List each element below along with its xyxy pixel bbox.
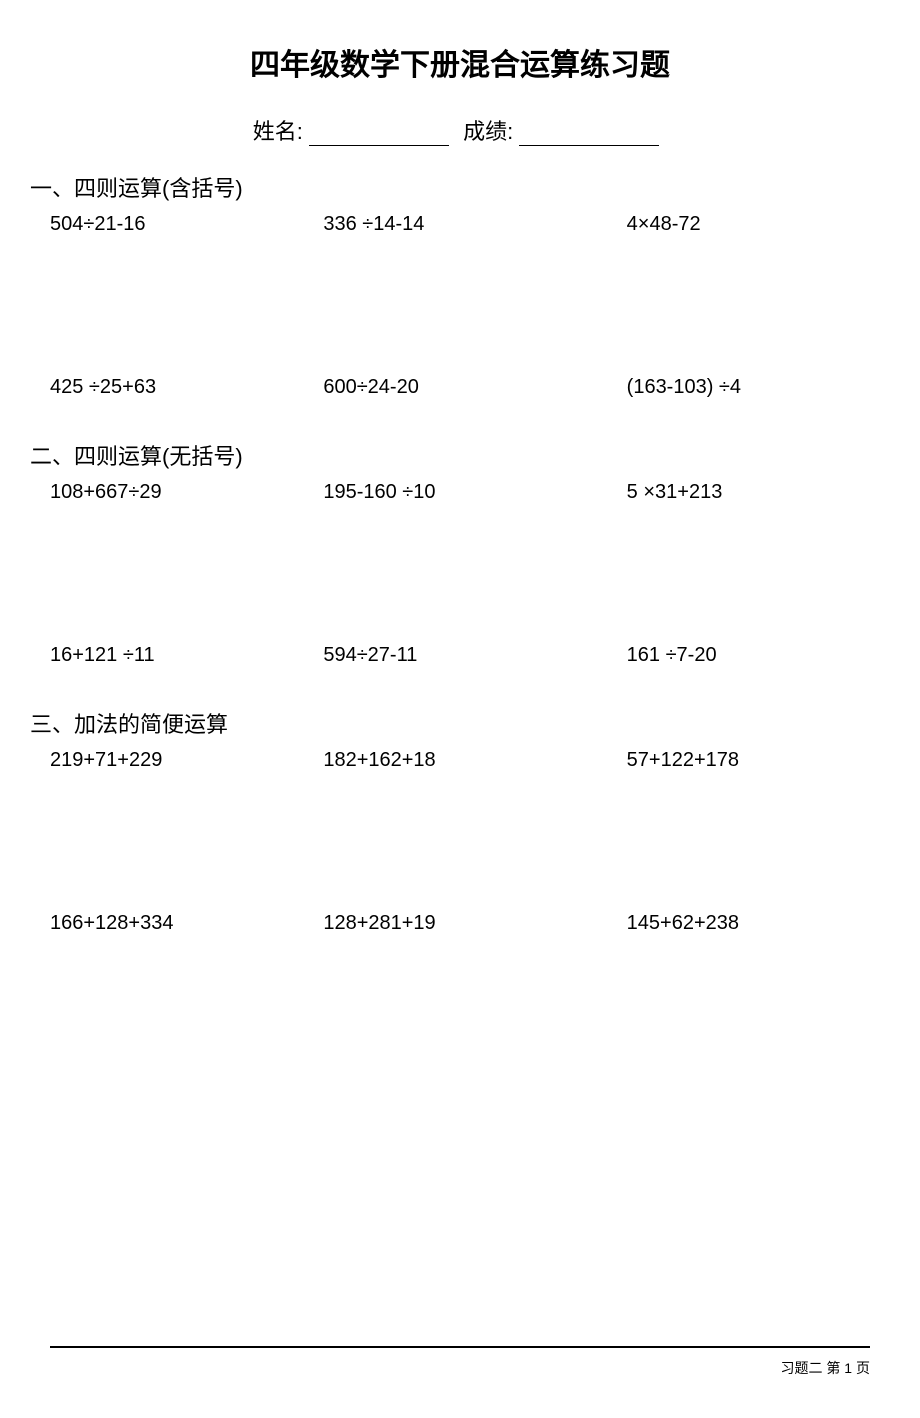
problem: 182+162+18: [293, 749, 566, 772]
problem: (163-103) ÷4: [567, 376, 870, 399]
problem: 57+122+178: [567, 749, 870, 772]
problem: 16+121 ÷11: [50, 644, 293, 667]
footer-text: 习题二 第 1 页: [781, 1360, 870, 1376]
name-label: 姓名:: [253, 119, 303, 144]
problem: 195-160 ÷10: [293, 481, 566, 504]
section-2-row-1: 108+667÷29 195-160 ÷10 5 ×31+213: [50, 481, 870, 504]
student-info-row: 姓名: 成绩:: [50, 114, 870, 146]
section-3: 三、加法的简便运算 219+71+229 182+162+18 57+122+1…: [50, 707, 870, 935]
section-2-row-2: 16+121 ÷11 594÷27-11 161 ÷7-20: [50, 644, 870, 667]
problem: 4×48-72: [567, 213, 870, 236]
section-3-row-2: 166+128+334 128+281+19 145+62+238: [50, 912, 870, 935]
problem: 600÷24-20: [293, 376, 566, 399]
problem: 145+62+238: [567, 912, 870, 935]
problem: 128+281+19: [293, 912, 566, 935]
section-2-title: 二、四则运算(无括号): [30, 439, 870, 471]
section-3-title: 三、加法的简便运算: [30, 707, 870, 739]
page-footer: 习题二 第 1 页: [50, 1346, 870, 1378]
section-1-row-2: 425 ÷25+63 600÷24-20 (163-103) ÷4: [50, 376, 870, 399]
problem: 504÷21-16: [50, 213, 293, 236]
problem: 219+71+229: [50, 749, 293, 772]
section-1-title: 一、四则运算(含括号): [30, 171, 870, 203]
problem: 5 ×31+213: [567, 481, 870, 504]
problem: 425 ÷25+63: [50, 376, 293, 399]
problem: 336 ÷14-14: [293, 213, 566, 236]
section-1: 一、四则运算(含括号) 504÷21-16 336 ÷14-14 4×48-72…: [50, 171, 870, 399]
score-blank: [519, 124, 659, 146]
section-1-row-1: 504÷21-16 336 ÷14-14 4×48-72: [50, 213, 870, 236]
problem: 108+667÷29: [50, 481, 293, 504]
problem: 161 ÷7-20: [567, 644, 870, 667]
name-blank: [309, 124, 449, 146]
problem: 594÷27-11: [293, 644, 566, 667]
section-2: 二、四则运算(无括号) 108+667÷29 195-160 ÷10 5 ×31…: [50, 439, 870, 667]
page-title: 四年级数学下册混合运算练习题: [50, 40, 870, 84]
problem: 166+128+334: [50, 912, 293, 935]
section-3-row-1: 219+71+229 182+162+18 57+122+178: [50, 749, 870, 772]
score-label: 成绩:: [463, 119, 513, 144]
